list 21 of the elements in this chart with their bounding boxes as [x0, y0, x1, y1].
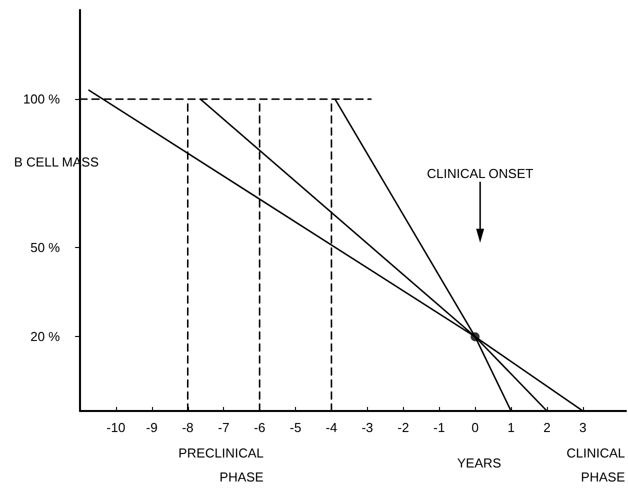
y-tick-label: 20 %	[30, 329, 60, 344]
text: CLINICAL PHASE	[566, 446, 626, 484]
x-tick-label: 2	[543, 420, 551, 435]
x-tick-label: -6	[254, 420, 266, 435]
annotation: CLINICAL ONSET	[426, 166, 534, 182]
x-tick-label: 0	[472, 420, 479, 435]
x-tick-label: -1	[433, 420, 445, 435]
x-tick-label: -5	[290, 420, 302, 435]
x-tick-label: -8	[182, 420, 194, 435]
x-tick-label: -2	[398, 420, 410, 435]
text: PRECLINICAL PHASE	[178, 446, 264, 484]
x-tick-label: -9	[146, 420, 158, 435]
y-tick-label: 100 %	[23, 92, 60, 107]
x-tick-label: 1	[507, 420, 515, 435]
x-axis-title: YEARS	[457, 456, 502, 470]
x-tick-label: 3	[579, 420, 587, 435]
x-tick-label: -7	[218, 420, 230, 435]
x-tick-label: -4	[326, 420, 338, 435]
x-tick-label: -10	[106, 420, 126, 435]
y-tick-label: 50 %	[30, 240, 60, 256]
x-tick-label: -3	[362, 420, 374, 435]
